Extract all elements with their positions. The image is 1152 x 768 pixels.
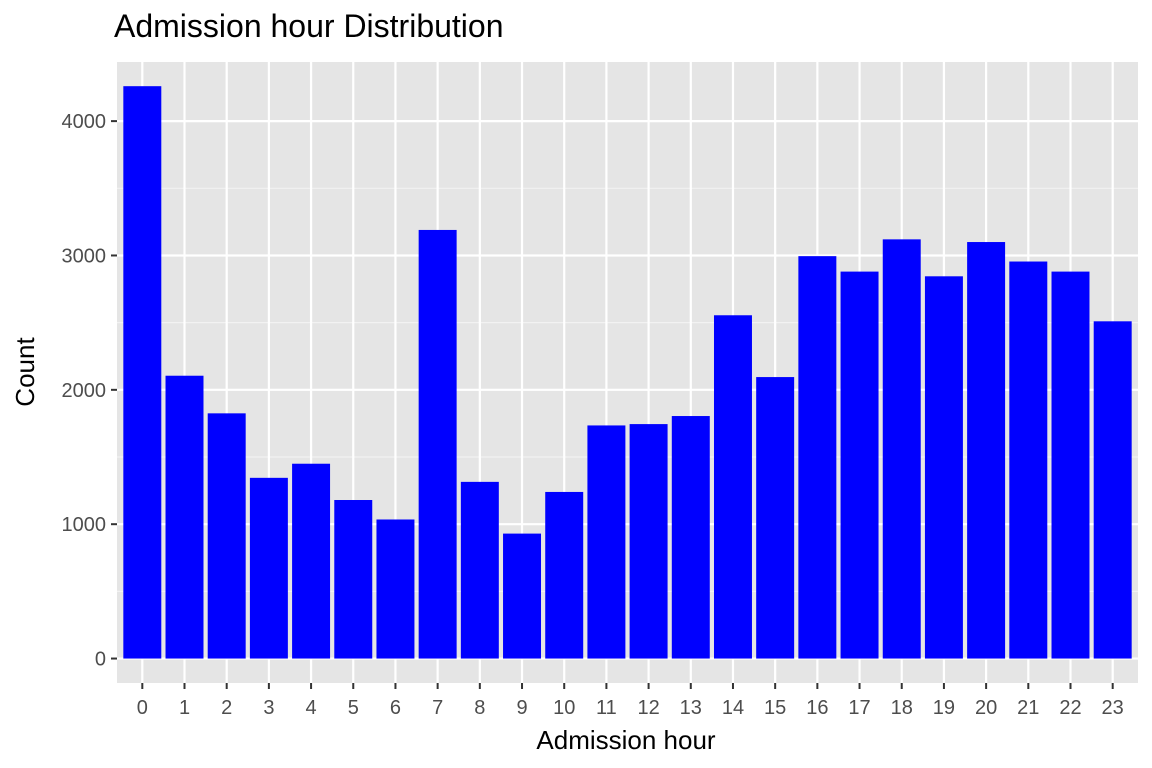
x-tick-label: 6 [390,697,401,719]
bar-11 [587,425,626,659]
x-tick-label: 19 [933,697,955,719]
bars [123,86,1132,659]
y-tick-label: 4000 [62,111,107,133]
bar-14 [713,315,752,659]
x-tick-label: 17 [848,697,870,719]
bar-12 [629,424,668,659]
x-tick-label: 2 [221,697,232,719]
chart-title: Admission hour Distribution [114,8,504,44]
x-tick-label: 12 [637,697,659,719]
y-tick-label: 0 [95,649,106,671]
x-tick-label: 1 [179,697,190,719]
y-tick-label: 3000 [62,245,107,267]
bar-6 [376,519,415,659]
bar-8 [460,481,499,659]
bar-21 [1009,261,1048,659]
x-tick-label: 20 [975,697,997,719]
bar-13 [671,416,710,659]
x-tick-label: 18 [891,697,913,719]
y-tick-label: 1000 [62,514,107,536]
bar-23 [1093,321,1132,659]
x-tick-label: 22 [1059,697,1081,719]
x-axis-label: Admission hour [536,725,716,755]
x-tick-label: 0 [137,697,148,719]
bar-4 [292,463,331,659]
y-axis-label: Count [10,337,40,407]
x-tick-label: 15 [764,697,786,719]
bar-7 [418,229,457,659]
y-tick-label: 2000 [62,380,107,402]
bar-17 [840,271,879,659]
x-tick-label: 3 [263,697,274,719]
x-tick-label: 21 [1017,697,1039,719]
bar-2 [207,413,246,659]
bar-20 [967,242,1006,659]
x-tick-label: 10 [553,697,575,719]
bar-9 [503,533,542,659]
bar-15 [756,377,795,659]
x-tick-label: 16 [806,697,828,719]
bar-10 [545,491,584,659]
x-tick-label: 7 [432,697,443,719]
bar-19 [924,276,963,659]
x-tick-label: 9 [516,697,527,719]
y-axis: 0 1000 2000 3000 4000 [62,111,117,671]
bar-0 [123,86,162,659]
x-tick-label: 14 [722,697,744,719]
bar-1 [165,375,204,659]
x-tick-label: 4 [306,697,317,719]
x-tick-label: 8 [474,697,485,719]
bar-18 [882,239,921,659]
x-axis: 0 1 2 3 4 5 6 7 8 9 10 11 12 13 14 15 16 17 18 19 20 21 22 23 [137,683,1124,719]
bar-22 [1051,271,1090,659]
bar-5 [334,500,373,659]
x-tick-label: 11 [596,697,617,719]
bar-3 [249,477,288,659]
x-tick-label: 13 [680,697,702,719]
bar-16 [798,256,837,659]
x-tick-label: 5 [348,697,359,719]
x-tick-label: 23 [1102,697,1124,719]
